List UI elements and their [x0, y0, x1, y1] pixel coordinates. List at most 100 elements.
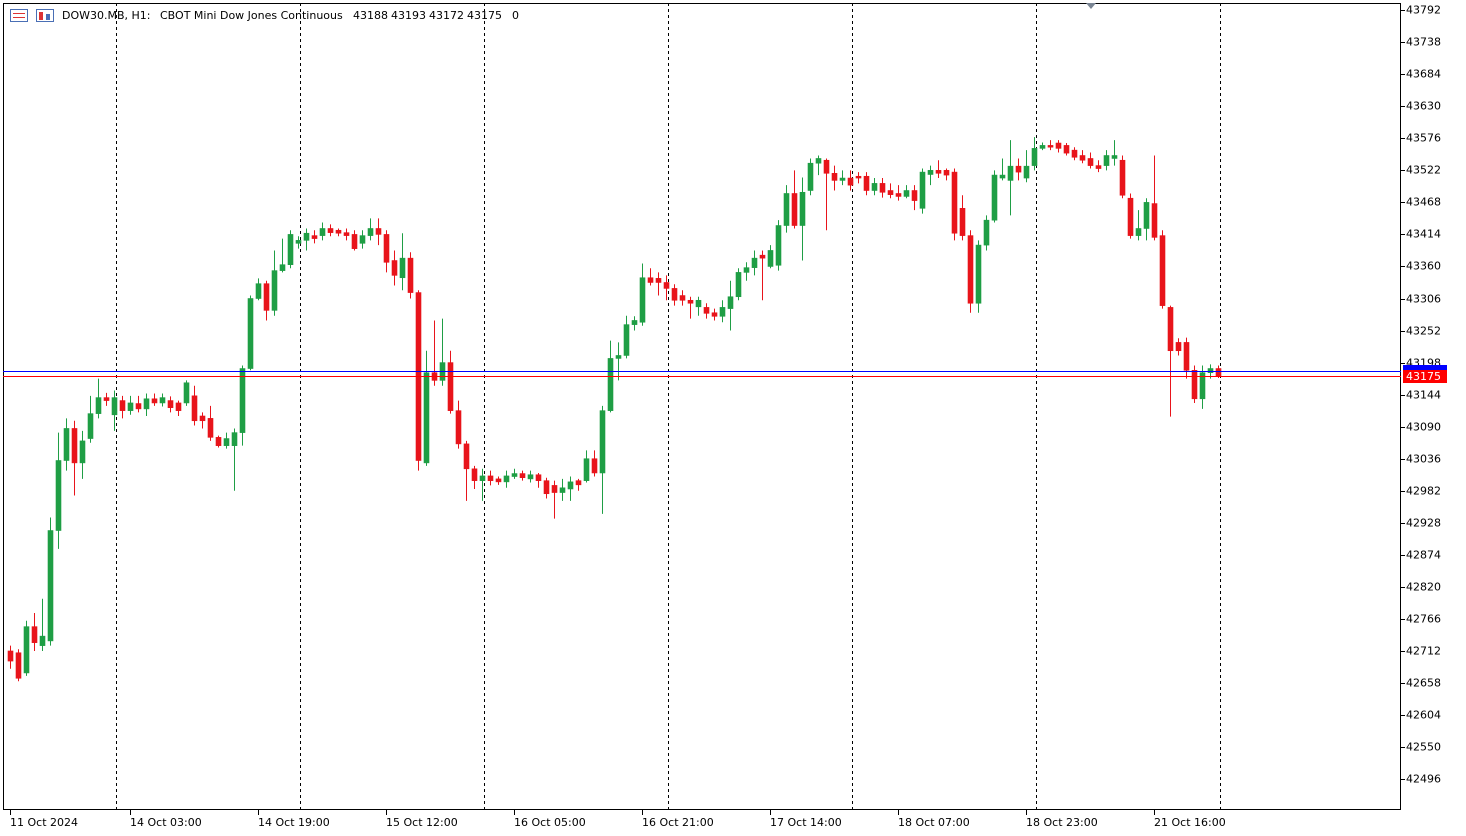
candle-body: [303, 232, 310, 241]
candle-body: [1039, 145, 1046, 149]
y-tick-label: 43792: [1406, 4, 1441, 17]
candle-body: [1031, 148, 1038, 166]
candle-body: [759, 254, 766, 259]
candle-body: [1063, 145, 1070, 154]
candle-body: [927, 170, 934, 175]
candle-body: [799, 191, 806, 226]
candle-body: [1095, 165, 1102, 169]
candle-body: [1007, 165, 1014, 181]
candle-body: [1055, 142, 1062, 149]
candle-body: [647, 277, 654, 283]
candle-body: [559, 487, 566, 493]
candle-body: [239, 368, 246, 433]
ohlc-open: 43188: [353, 9, 388, 22]
candle-body: [367, 228, 374, 236]
y-tick-label: 43684: [1406, 68, 1441, 81]
candle-body: [1023, 165, 1030, 179]
candle-body: [1111, 155, 1118, 159]
candle-body: [863, 175, 870, 191]
candle-body: [151, 398, 158, 404]
x-tick-label: 18 Oct 23:00: [1026, 816, 1098, 829]
candle-body: [271, 270, 278, 311]
price-label: 43175: [1406, 370, 1441, 383]
candle-body: [615, 355, 622, 359]
candle-body: [79, 440, 86, 464]
candle-body: [143, 398, 150, 410]
candle-body: [199, 415, 206, 422]
candle-body: [847, 177, 854, 186]
y-tick-label: 43468: [1406, 196, 1441, 209]
y-tick-label: 42766: [1406, 613, 1441, 626]
candle-body: [823, 159, 830, 174]
y-tick-label: 42496: [1406, 773, 1441, 786]
candle-body: [519, 473, 526, 479]
candle-body: [543, 480, 550, 495]
candle-body: [191, 395, 198, 422]
y-tick-label: 42604: [1406, 709, 1441, 722]
candle-body: [1199, 372, 1206, 400]
candle-body: [895, 193, 902, 197]
x-tick-label: 18 Oct 07:00: [898, 816, 970, 829]
candle-body: [407, 257, 414, 293]
candle-body: [527, 474, 534, 480]
candle-body: [919, 171, 926, 209]
icon-bar: [46, 14, 50, 20]
candle-body: [535, 474, 542, 481]
candle-body: [935, 170, 942, 174]
candle-body: [495, 478, 502, 483]
candle-body: [15, 652, 22, 679]
candle-body: [127, 402, 134, 411]
ohlc-high: 43193: [391, 9, 426, 22]
candle-body: [319, 228, 326, 236]
candle-body: [1215, 368, 1222, 377]
candle-body: [327, 228, 334, 233]
y-tick-label: 43036: [1406, 453, 1441, 466]
candle-body: [1191, 370, 1198, 400]
candle-body: [375, 228, 382, 235]
candle-body: [575, 480, 582, 486]
x-tick-label: 11 Oct 2024: [10, 816, 78, 829]
candle-body: [591, 458, 598, 474]
candle-body: [663, 282, 670, 289]
header-icons: [10, 9, 54, 22]
candle-body: [1079, 155, 1086, 161]
candle-body: [751, 257, 758, 268]
candle-body: [63, 428, 70, 461]
candle-body: [295, 240, 302, 244]
candle-body: [1183, 342, 1190, 371]
volume: 0: [512, 9, 519, 22]
ohlc-low: 43172: [429, 9, 464, 22]
candle-body: [711, 312, 718, 317]
y-tick-label: 42658: [1406, 677, 1441, 690]
candle-body: [119, 400, 126, 411]
y-tick-label: 43306: [1406, 293, 1441, 306]
candle-body: [1103, 155, 1110, 166]
y-tick-label: 43360: [1406, 260, 1441, 273]
y-tick-label: 42820: [1406, 581, 1441, 594]
y-tick-label: 43144: [1406, 389, 1441, 402]
x-tick-label: 21 Oct 16:00: [1154, 816, 1226, 829]
plot-frame: [3, 3, 1401, 810]
icon: [10, 9, 28, 22]
candle-body: [1127, 197, 1134, 236]
y-tick-label: 43630: [1406, 100, 1441, 113]
candle-body: [183, 382, 190, 404]
candle-body: [87, 413, 94, 439]
candle-body: [287, 234, 294, 265]
candle-body: [959, 208, 966, 236]
candle-body: [471, 468, 478, 481]
candle-body: [343, 232, 350, 236]
candle-body: [207, 418, 214, 438]
y-tick-label: 43576: [1406, 132, 1441, 145]
candle-body: [159, 397, 166, 404]
candle-body: [727, 296, 734, 309]
candle-body: [7, 650, 14, 662]
candle-body: [951, 171, 958, 234]
candle-body: [831, 173, 838, 181]
candle-body: [983, 219, 990, 246]
candle-body: [447, 362, 454, 411]
candle-body: [551, 485, 558, 493]
candle-body: [639, 277, 646, 323]
candle-body: [111, 397, 118, 416]
candle-body: [687, 299, 694, 304]
